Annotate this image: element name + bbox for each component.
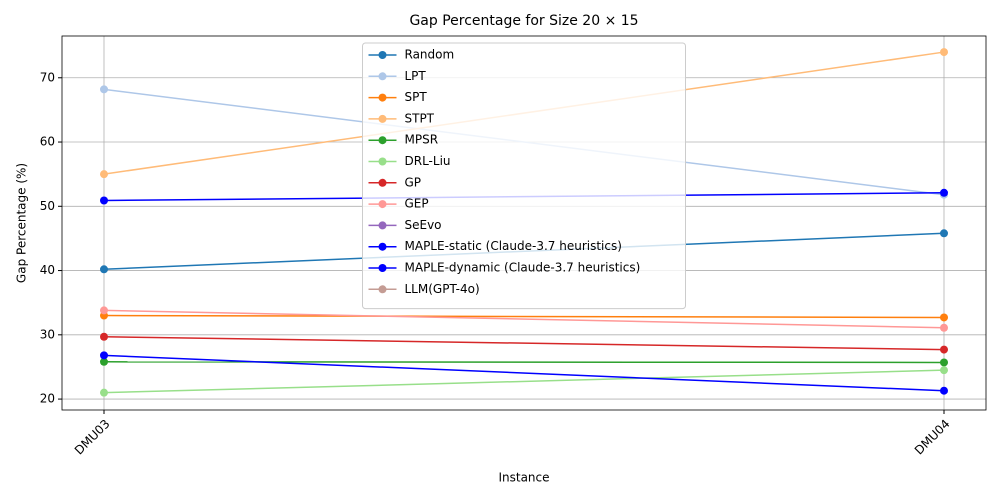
- series-line: [103, 309, 945, 329]
- series-line: [103, 314, 945, 319]
- legend-label: DRL-Liu: [405, 154, 451, 168]
- legend-label: MPSR: [405, 133, 439, 147]
- point: [100, 196, 108, 205]
- legend-marker: [378, 114, 387, 123]
- point: [100, 265, 108, 274]
- chart-title: Gap Percentage for Size 20 × 15: [409, 13, 638, 29]
- legend-label: GEP: [405, 197, 429, 211]
- legend-marker: [378, 264, 387, 272]
- legend-marker: [378, 136, 387, 145]
- series-line: [103, 369, 945, 394]
- legend-marker: [378, 93, 387, 102]
- point: [100, 351, 108, 360]
- series-line: [103, 354, 945, 392]
- legend-marker: [378, 157, 387, 166]
- legend-label: SeEvo: [405, 218, 442, 232]
- legend-marker: [378, 51, 387, 59]
- y-tick-label: 20: [40, 392, 55, 406]
- point: [940, 313, 948, 322]
- legend-label: LLM(GPT-4o): [405, 282, 480, 296]
- point: [940, 345, 948, 354]
- legend-label: LPT: [405, 69, 427, 83]
- series-line: [103, 361, 945, 364]
- legend-box: [362, 42, 686, 310]
- point: [940, 48, 948, 57]
- x-tick-label: DMU03: [72, 417, 113, 458]
- y-tick-label: 30: [40, 327, 55, 341]
- legend-marker: [378, 221, 387, 230]
- legend-label: SPT: [405, 90, 428, 104]
- point: [100, 388, 108, 397]
- point: [940, 323, 948, 332]
- legend-label: Random: [405, 48, 455, 62]
- legend-marker: [378, 200, 387, 209]
- point: [100, 306, 108, 315]
- point: [940, 229, 948, 238]
- point: [940, 366, 948, 375]
- plot-frame: [61, 35, 987, 411]
- legend-marker: [378, 72, 387, 81]
- y-tick-label: 70: [40, 70, 55, 84]
- point: [100, 357, 108, 366]
- point: [940, 386, 948, 395]
- point: [100, 332, 108, 341]
- legend-marker: [378, 178, 387, 187]
- point: [940, 188, 948, 197]
- legend-marker: [378, 285, 387, 294]
- legend-label: GP: [405, 175, 422, 189]
- point: [940, 358, 948, 367]
- series-line: [103, 335, 945, 351]
- x-tick-label: DMU04: [912, 417, 953, 458]
- legend-marker: [378, 242, 387, 251]
- y-tick-label: 40: [40, 263, 55, 277]
- legend-label: MAPLE-dynamic (Claude-3.7 heuristics): [405, 261, 641, 275]
- legend-label: STPT: [405, 111, 435, 125]
- point: [100, 85, 108, 94]
- y-tick-label: 60: [40, 135, 55, 149]
- legend-label: MAPLE-static (Claude-3.7 heuristics): [405, 239, 622, 253]
- y-axis-label: Gap Percentage (%): [15, 163, 29, 283]
- x-axis-label: Instance: [498, 471, 549, 485]
- point: [100, 170, 108, 179]
- y-tick-label: 50: [40, 199, 55, 213]
